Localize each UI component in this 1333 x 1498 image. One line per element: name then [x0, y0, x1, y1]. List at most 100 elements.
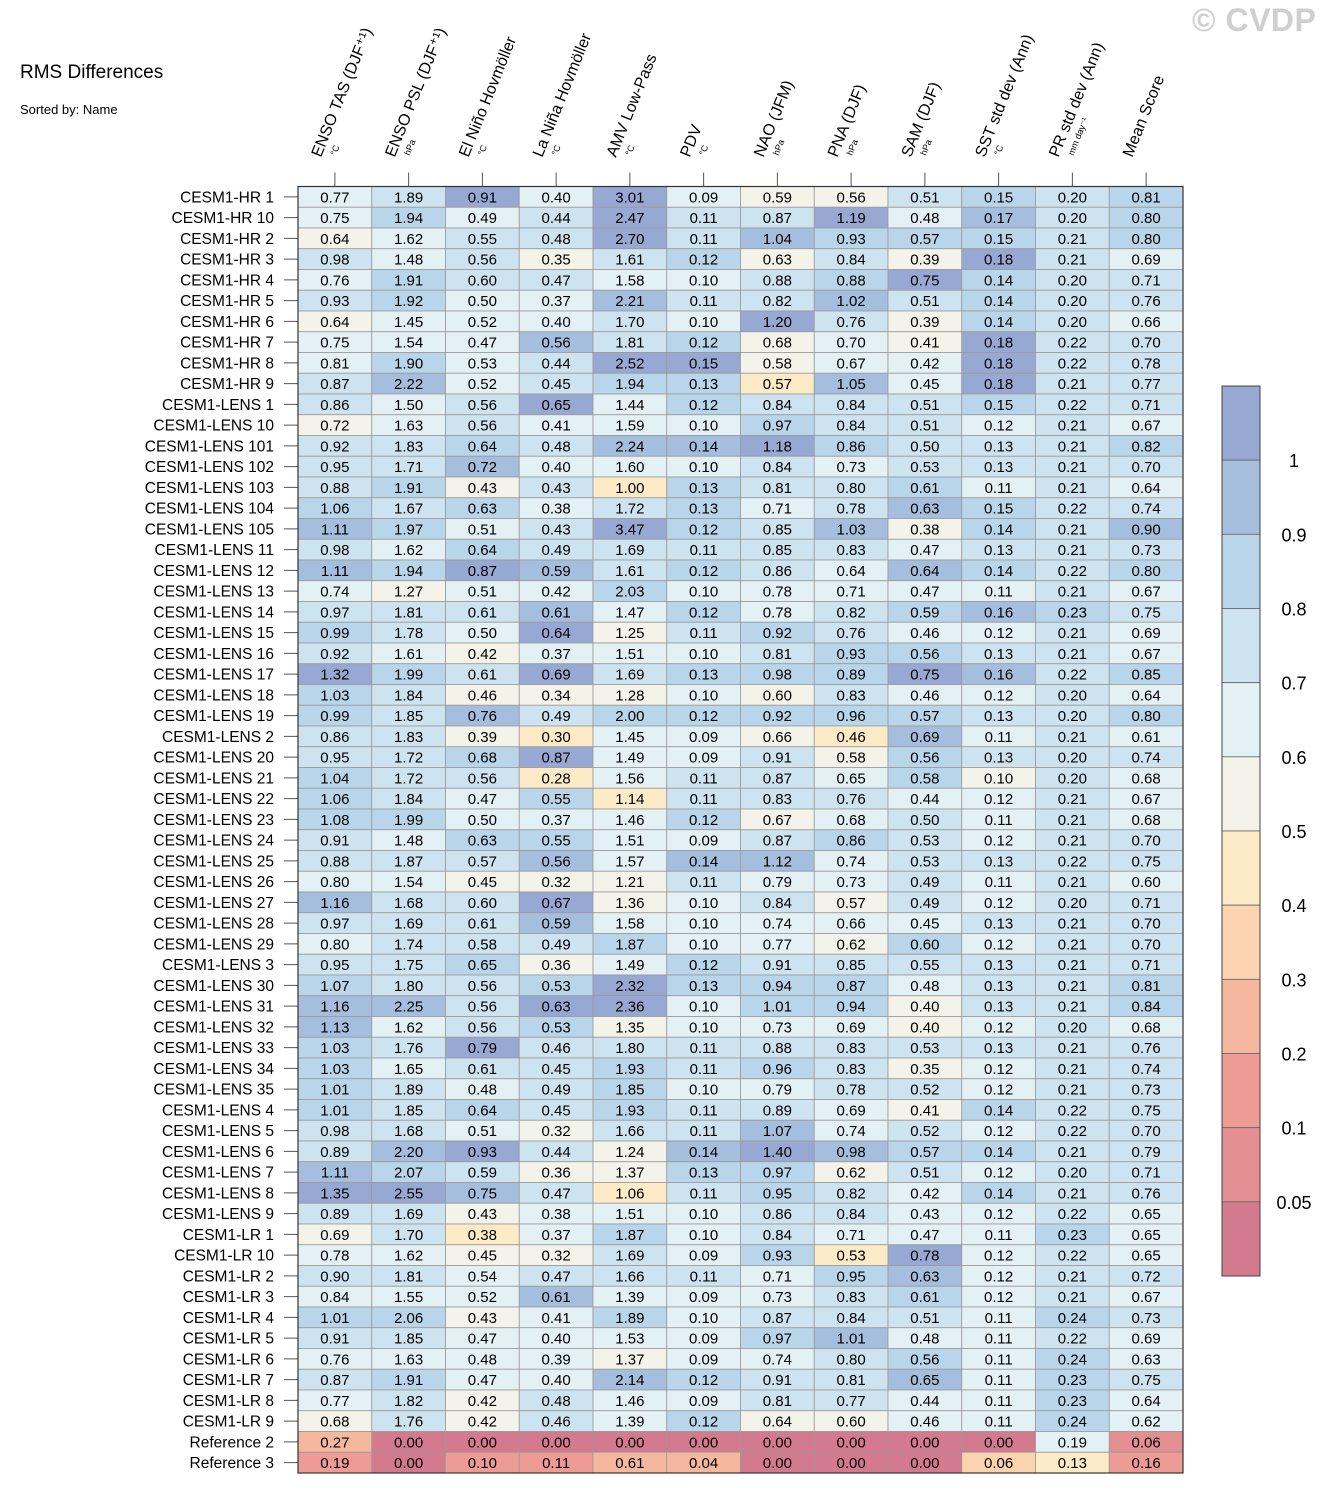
- cell-value: 0.09: [689, 1248, 718, 1265]
- cell-value: 0.95: [763, 1185, 792, 1202]
- cell-value: 0.18: [984, 335, 1013, 352]
- cell-value: 0.87: [542, 750, 571, 767]
- cell-value: 0.44: [542, 210, 571, 227]
- cell-value: 0.56: [837, 189, 866, 206]
- cell-value: 0.14: [984, 293, 1013, 310]
- cell-value: 0.59: [910, 604, 939, 621]
- cell-value: 0.21: [1058, 646, 1087, 663]
- cell-value: 0.68: [320, 1414, 349, 1431]
- column-unit: °C: [623, 143, 636, 157]
- cell-value: 0.21: [1058, 625, 1087, 642]
- cell-value: 1.11: [321, 521, 349, 538]
- cell-value: 1.81: [615, 335, 644, 352]
- cell-value: 1.04: [763, 231, 792, 248]
- colorbar-bin: [1221, 385, 1261, 461]
- cell-value: 0.81: [763, 1393, 792, 1410]
- cell-value: 0.60: [1132, 874, 1161, 891]
- cell-value: 0.67: [1132, 418, 1161, 435]
- cell-value: 0.11: [690, 542, 718, 559]
- cell-value: 0.46: [837, 729, 866, 746]
- cell-value: 0.09: [689, 750, 718, 767]
- cell-value: 0.21: [1058, 1185, 1087, 1202]
- cell-value: 0.73: [763, 1019, 792, 1036]
- cell-value: 0.93: [320, 293, 349, 310]
- cell-value: 0.10: [689, 895, 718, 912]
- cell-value: 0.09: [689, 833, 718, 850]
- cell-value: 1.99: [394, 812, 423, 829]
- cell-value: 1.66: [615, 1268, 644, 1285]
- row-label: CESM1-LENS 101: [145, 438, 274, 455]
- cell-value: 0.14: [984, 272, 1013, 289]
- row-label: CESM1-HR 6: [180, 314, 274, 331]
- cell-value: 0.49: [910, 895, 939, 912]
- cell-value: 0.90: [320, 1268, 349, 1285]
- cell-value: 0.57: [763, 376, 792, 393]
- cell-value: 1.93: [615, 1102, 644, 1119]
- cell-value: 1.25: [615, 625, 644, 642]
- cell-value: 0.91: [320, 1331, 349, 1348]
- cell-value: 0.47: [910, 1227, 939, 1244]
- cell-value: 0.98: [320, 252, 349, 269]
- cell-value: 0.73: [1132, 1082, 1161, 1099]
- cell-value: 0.12: [984, 687, 1013, 704]
- cell-value: 0.64: [468, 438, 497, 455]
- cell-value: 0.13: [984, 438, 1013, 455]
- cell-value: 0.14: [689, 438, 718, 455]
- cell-value: 0.56: [910, 750, 939, 767]
- cell-value: 0.12: [984, 1082, 1013, 1099]
- cell-value: 0.49: [542, 936, 571, 953]
- cell-value: 0.50: [910, 812, 939, 829]
- cell-value: 0.42: [468, 1414, 497, 1431]
- cell-value: 0.48: [910, 1331, 939, 1348]
- cell-value: 0.88: [320, 480, 349, 497]
- cell-value: 0.09: [689, 1331, 718, 1348]
- cell-value: 0.09: [689, 1351, 718, 1368]
- cell-value: 0.97: [763, 418, 792, 435]
- row-label: CESM1-LR 8: [183, 1393, 274, 1410]
- row-label: CESM1-HR 5: [180, 293, 274, 310]
- cell-value: 1.50: [394, 397, 423, 414]
- cell-value: 0.53: [910, 853, 939, 870]
- cell-value: 0.64: [1132, 480, 1161, 497]
- row-label: CESM1-LENS 104: [145, 501, 275, 518]
- cell-value: 0.12: [689, 397, 718, 414]
- cell-value: 0.53: [837, 1248, 866, 1265]
- cell-value: 0.51: [910, 293, 939, 310]
- cell-value: 0.46: [910, 687, 939, 704]
- cell-value: 0.38: [910, 521, 939, 538]
- cell-value: 0.10: [689, 646, 718, 663]
- row-label: CESM1-HR 2: [180, 231, 274, 248]
- row-label: CESM1-LR 3: [183, 1289, 274, 1306]
- cell-value: 0.18: [984, 252, 1013, 269]
- column-unit: °C: [697, 143, 710, 157]
- cell-value: 0.87: [763, 210, 792, 227]
- cell-value: 0.66: [837, 916, 866, 933]
- cell-value: 0.06: [1132, 1434, 1161, 1451]
- row-label: CESM1-LENS 22: [153, 791, 274, 808]
- cell-value: 0.56: [910, 1351, 939, 1368]
- cell-value: 0.09: [689, 729, 718, 746]
- cell-value: 0.84: [837, 397, 866, 414]
- cell-value: 0.79: [763, 1082, 792, 1099]
- cell-value: 2.14: [615, 1372, 644, 1389]
- cell-value: 0.20: [1058, 708, 1087, 725]
- colorbar-label: 0.9: [1281, 525, 1306, 545]
- cell-value: 0.71: [837, 584, 866, 601]
- cell-value: 0.86: [320, 729, 349, 746]
- cell-value: 0.53: [910, 1040, 939, 1057]
- cell-value: 0.76: [837, 625, 866, 642]
- cell-value: 1.89: [394, 189, 423, 206]
- cell-value: 0.97: [763, 1331, 792, 1348]
- cell-value: 0.98: [763, 667, 792, 684]
- row-label: CESM1-LENS 20: [153, 750, 274, 767]
- column-label: ENSO PSL (DJF⁺¹): [383, 26, 450, 160]
- cell-value: 0.84: [837, 252, 866, 269]
- cell-value: 1.44: [615, 397, 644, 414]
- cell-value: 0.99: [320, 625, 349, 642]
- cell-value: 1.06: [615, 1185, 644, 1202]
- cell-value: 0.43: [468, 1310, 497, 1327]
- cell-value: 0.20: [1058, 272, 1087, 289]
- cell-value: 0.85: [763, 521, 792, 538]
- cell-value: 0.10: [689, 584, 718, 601]
- cell-value: 1.03: [837, 521, 866, 538]
